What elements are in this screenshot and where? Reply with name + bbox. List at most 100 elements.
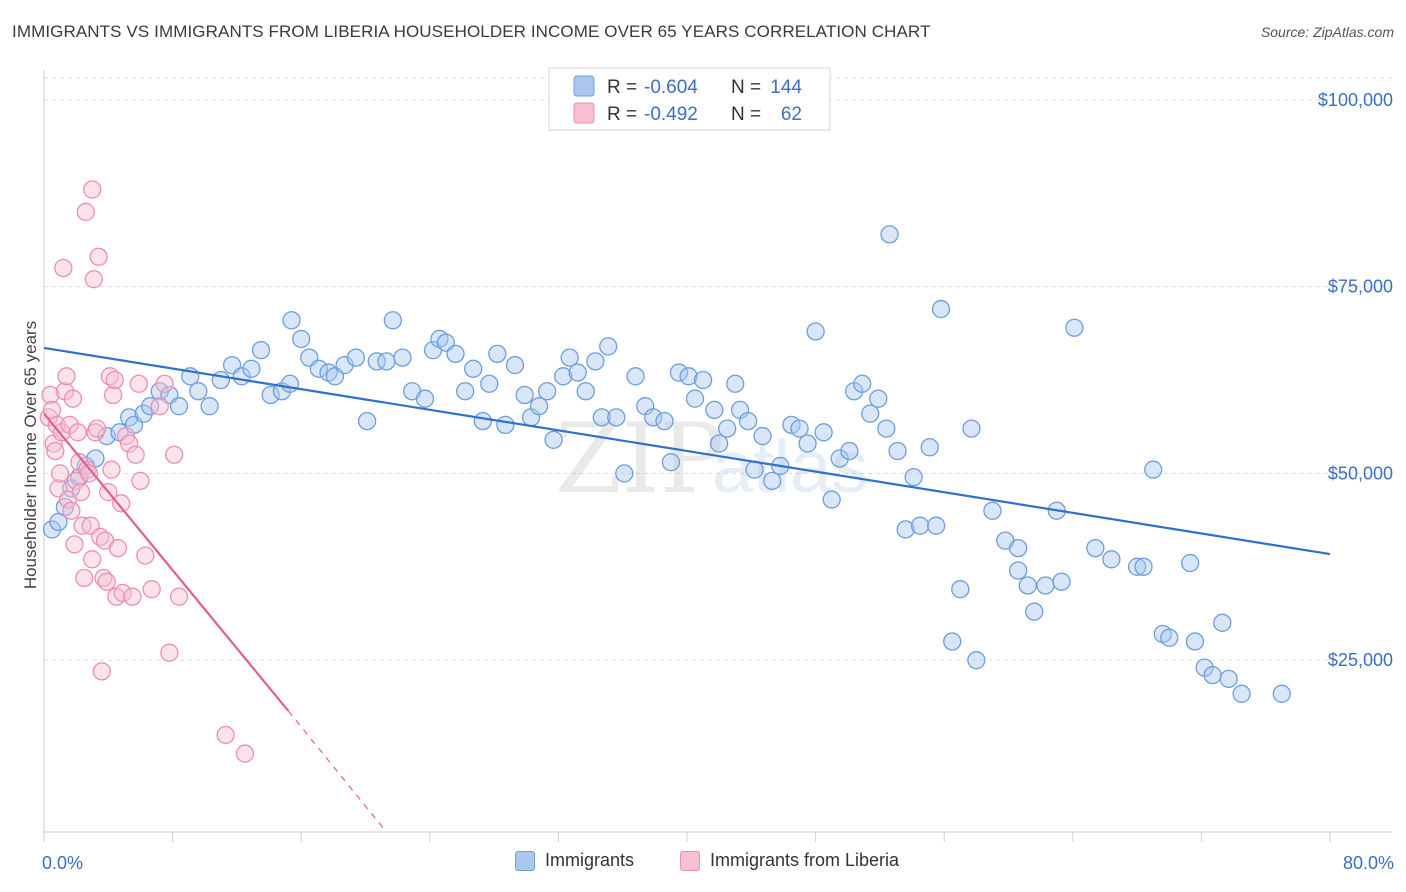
liberia-point-45 xyxy=(112,494,131,513)
immigrants-point-22 xyxy=(242,359,261,378)
legend-label-immigrants: Immigrants xyxy=(545,850,635,870)
immigrants-point-119 xyxy=(1052,572,1071,591)
liberia-point-55 xyxy=(155,374,174,393)
liberia-point-29 xyxy=(84,270,103,289)
immigrants-point-120 xyxy=(1065,318,1084,337)
liberia-point-11 xyxy=(57,367,76,386)
immigrants-point-69 xyxy=(644,408,663,427)
immigrants-point-81 xyxy=(738,411,758,431)
immigrants-point-53 xyxy=(515,385,534,405)
immigrants-point-110 xyxy=(967,651,986,670)
legend-label-liberia: Immigrants from Liberia xyxy=(710,850,900,870)
liberia-point-15 xyxy=(63,389,83,408)
immigrants-point-66 xyxy=(615,464,634,483)
liberia-point-41 xyxy=(103,385,123,405)
liberia-point-58 xyxy=(169,587,189,606)
immigrants-point-122 xyxy=(1102,550,1121,569)
immigrants-point-11 xyxy=(134,404,153,423)
immigrants-point-135 xyxy=(1272,684,1291,703)
liberia-point-59 xyxy=(216,725,235,745)
immigrants-point-56 xyxy=(537,382,557,401)
immigrants-point-65 xyxy=(607,408,626,427)
immigrants-point-70 xyxy=(655,411,674,431)
immigrants-point-41 xyxy=(415,389,435,408)
chart-title: IMMIGRANTS VS IMMIGRANTS FROM LIBERIA HO… xyxy=(12,22,931,41)
immigrants-point-132 xyxy=(1213,613,1232,632)
top-legend-r-value-1: -0.492 xyxy=(644,104,698,125)
immigrants-point-101 xyxy=(896,520,915,539)
immigrants-point-87 xyxy=(790,419,809,438)
immigrants-point-121 xyxy=(1086,538,1105,558)
immigrants-point-114 xyxy=(1008,538,1028,558)
top-legend-box xyxy=(548,67,831,131)
immigrants-point-60 xyxy=(568,363,587,382)
liberia-point-32 xyxy=(89,247,108,266)
immigrants-point-131 xyxy=(1203,665,1222,685)
immigrants-point-50 xyxy=(488,344,507,364)
immigrants-point-62 xyxy=(586,352,605,371)
immigrants-point-88 xyxy=(798,434,817,453)
liberia-point-25 xyxy=(79,464,99,483)
immigrants-point-92 xyxy=(830,449,849,468)
immigrants-point-116 xyxy=(1025,602,1044,621)
liberia-point-50 xyxy=(126,445,145,464)
x-tick-label-max: 80.0% xyxy=(1343,853,1394,873)
immigrants-point-102 xyxy=(904,467,923,487)
immigrants-point-63 xyxy=(592,408,611,427)
liberia-point-37 xyxy=(97,572,116,591)
immigrants-point-72 xyxy=(669,363,689,382)
immigrants-point-55 xyxy=(529,397,549,416)
y-tick-label-2: $75,000 xyxy=(1328,277,1393,297)
liberia-point-44 xyxy=(108,538,128,558)
trend-line-liberia xyxy=(43,412,290,712)
immigrants-point-95 xyxy=(853,374,872,393)
liberia-point-7 xyxy=(50,464,70,483)
x-tick-label-min: 0.0% xyxy=(42,853,83,873)
immigrants-point-35 xyxy=(357,411,377,431)
y-tick-label-3: $100,000 xyxy=(1318,90,1393,110)
immigrants-point-109 xyxy=(962,419,981,438)
liberia-point-20 xyxy=(71,482,91,502)
trend-line-liberia-extrapolated xyxy=(287,710,387,833)
liberia-point-27 xyxy=(83,550,102,569)
immigrants-point-27 xyxy=(282,311,301,330)
immigrants-point-59 xyxy=(560,348,579,367)
immigrants-point-34 xyxy=(346,348,366,367)
immigrants-point-74 xyxy=(685,389,705,408)
immigrants-point-107 xyxy=(943,632,962,651)
bottom-legend: Immigrants Immigrants from Liberia xyxy=(0,850,1406,880)
immigrants-point-51 xyxy=(496,415,515,435)
immigrants-point-100 xyxy=(888,441,907,461)
immigrants-point-134 xyxy=(1232,684,1251,703)
top-legend-n-value-1: 62 xyxy=(781,104,802,125)
immigrants-point-38 xyxy=(383,311,402,330)
liberia-point-31 xyxy=(87,419,107,438)
liberia-point-54 xyxy=(150,397,169,416)
trend-lines xyxy=(43,346,1331,833)
immigrants-point-48 xyxy=(473,411,492,431)
immigrants-point-52 xyxy=(505,355,525,375)
liberia-point-9 xyxy=(54,258,73,278)
immigrants-point-111 xyxy=(983,501,1002,520)
liberia-point-40 xyxy=(102,460,121,479)
liberia-point-51 xyxy=(129,374,148,393)
immigrants-point-24 xyxy=(261,385,280,405)
immigrants-point-79 xyxy=(726,374,745,393)
immigrants-point-83 xyxy=(753,426,772,446)
liberia-point-16 xyxy=(65,535,84,554)
immigrants-point-0 xyxy=(42,520,62,539)
source-label: Source: ZipAtlas.com xyxy=(1260,24,1394,40)
watermark-zip: ZIP xyxy=(555,403,724,515)
top-legend-n-label-1: N = xyxy=(731,104,761,125)
immigrants-point-84 xyxy=(763,471,782,491)
liberia-point-52 xyxy=(136,546,155,565)
x-tick-labels: 0.0% 80.0% xyxy=(42,853,1394,873)
immigrants-point-90 xyxy=(814,423,833,442)
immigrants-point-125 xyxy=(1144,460,1163,479)
immigrants-point-37 xyxy=(377,352,396,371)
immigrants-point-96 xyxy=(861,404,880,423)
liberia-point-61 xyxy=(131,471,150,491)
immigrants-point-104 xyxy=(920,438,939,457)
series-immigrants xyxy=(42,225,1291,703)
liberia-point-53 xyxy=(142,580,161,599)
